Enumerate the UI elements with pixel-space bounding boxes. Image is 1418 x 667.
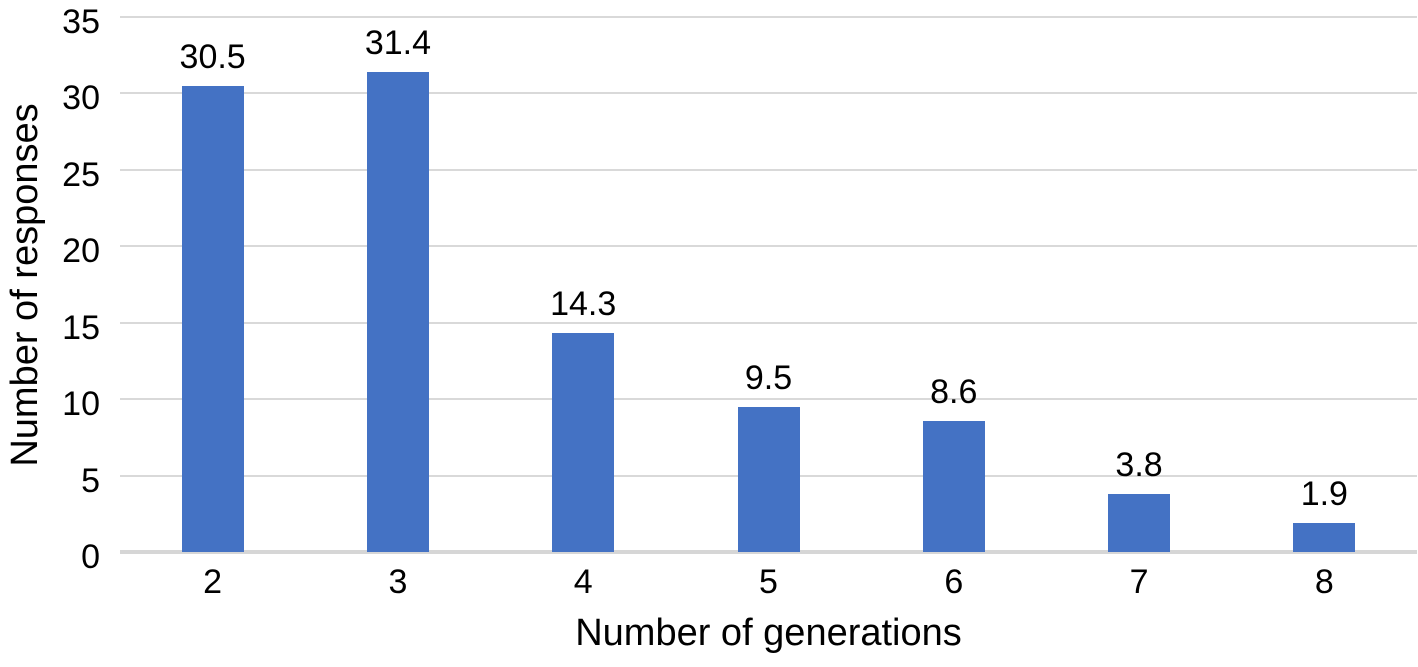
x-tick-label: 7 — [1129, 563, 1149, 601]
bar-value-label: 8.6 — [930, 372, 978, 411]
x-tick-label: 2 — [203, 563, 223, 601]
x-axis-title: Number of generations — [575, 612, 962, 654]
plot-area: 30.5 31.4 14.3 9.5 8.6 3.8 1.9 — [120, 16, 1417, 554]
bar — [366, 72, 429, 552]
bar-value-label: 14.3 — [550, 285, 617, 324]
y-tick-label: 25 — [62, 155, 100, 194]
y-tick-label: 15 — [62, 308, 100, 347]
bar — [552, 333, 615, 552]
y-tick-label: 10 — [62, 385, 100, 424]
x-axis-line — [120, 550, 1417, 554]
bar — [1293, 522, 1356, 552]
bar — [181, 85, 244, 552]
gridline — [120, 398, 1417, 401]
y-tick-label: 35 — [62, 3, 100, 41]
bar-value-label: 30.5 — [179, 37, 246, 76]
gridline — [120, 168, 1417, 171]
bar — [922, 420, 985, 552]
bar-value-label: 31.4 — [364, 24, 432, 63]
x-tick-label: 3 — [388, 563, 408, 601]
x-tick-label: 6 — [944, 563, 964, 601]
gridline — [120, 92, 1417, 95]
y-tick-label: 0 — [81, 538, 100, 576]
x-tick-label: 8 — [1314, 563, 1334, 601]
bar-value-label: 3.8 — [1115, 445, 1163, 484]
bar-value-label: 9.5 — [744, 358, 793, 397]
y-tick-label: 20 — [62, 232, 100, 271]
y-tick-label: 5 — [81, 461, 100, 500]
y-tick-label: 30 — [62, 79, 100, 118]
x-tick-label: 4 — [573, 563, 593, 601]
gridline — [120, 16, 1417, 18]
x-tick-label: 5 — [759, 563, 778, 601]
gridline — [120, 245, 1417, 248]
bar — [1108, 493, 1171, 552]
bar-value-label: 1.9 — [1300, 474, 1348, 513]
bar — [737, 406, 800, 552]
gridline — [120, 321, 1417, 324]
